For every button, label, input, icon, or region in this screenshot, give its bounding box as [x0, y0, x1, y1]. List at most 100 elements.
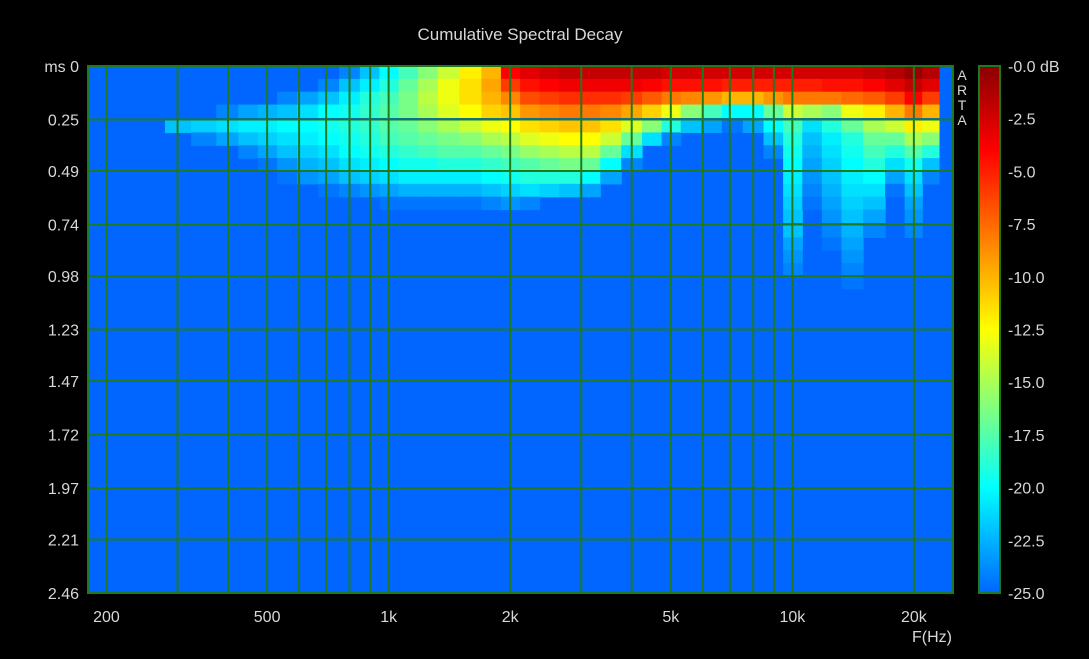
- heatmap-cell: [642, 91, 663, 106]
- heatmap-cell: [600, 132, 622, 146]
- heatmap-cell: [191, 119, 217, 134]
- heatmap-cell: [863, 170, 886, 185]
- heatmap-cell: [821, 104, 843, 119]
- heatmap-cell: [398, 183, 419, 198]
- heatmap-cell: [238, 145, 259, 159]
- heatmap-cell: [821, 66, 843, 80]
- heatmap-cell: [841, 183, 864, 198]
- heatmap-cell: [885, 132, 906, 146]
- heatmap-cell: [418, 196, 439, 211]
- heatmap-cell: [841, 170, 864, 185]
- heatmap-cell: [520, 196, 541, 211]
- heatmap-cell: [318, 104, 340, 119]
- heatmap-cell: [398, 196, 419, 211]
- heatmap-cell: [802, 196, 823, 211]
- heatmap-cell: [459, 183, 482, 198]
- colorbar-tick-label: -22.5: [1008, 533, 1045, 550]
- heatmap-cell: [579, 66, 601, 80]
- heatmap-cell: [398, 104, 419, 119]
- heatmap-cell: [863, 196, 886, 211]
- heatmap-cell: [520, 170, 541, 185]
- heatmap-cell: [559, 78, 581, 93]
- heatmap-cell: [821, 224, 843, 238]
- heatmap-cell: [579, 145, 601, 159]
- heatmap-cell: [520, 158, 541, 172]
- heatmap-cell: [841, 275, 864, 290]
- heatmap-cell: [600, 158, 622, 172]
- heatmap-cell: [437, 183, 460, 198]
- heatmap-cell: [297, 104, 319, 119]
- heatmap-cell: [238, 119, 259, 134]
- heatmap-cell: [437, 66, 460, 80]
- heatmap-cell: [579, 119, 601, 134]
- y-axis: ms 0 0.25 0.49 0.74 0.98 1.23 1.47 1.72 1.97 2.21…: [44, 59, 79, 603]
- heatmap-cell: [481, 119, 502, 134]
- heatmap-cell: [559, 91, 581, 106]
- heatmap-cell: [398, 145, 419, 159]
- x-tick-label: 5k: [662, 609, 680, 626]
- colorbar-tick-label: -17.5: [1008, 428, 1045, 445]
- y-tick-label: 1.97: [48, 481, 79, 498]
- heatmap-cell: [277, 119, 298, 134]
- heatmap-cell: [841, 209, 864, 223]
- heatmap-cell: [520, 119, 541, 134]
- heatmap-cell: [418, 104, 439, 119]
- heatmap-cell: [821, 119, 843, 134]
- heatmap-cell: [539, 170, 560, 185]
- heatmap-cell: [922, 158, 940, 172]
- heatmap-cell: [600, 104, 622, 119]
- heatmap-cell: [841, 66, 864, 80]
- heatmap-cell: [885, 91, 906, 106]
- colorbar-tick-label: -0.0 dB: [1008, 59, 1060, 76]
- heatmap-cell: [841, 132, 864, 146]
- heatmap-cell: [885, 158, 906, 172]
- heatmap-cell: [885, 170, 906, 185]
- heatmap-cell: [539, 145, 560, 159]
- heatmap-cell: [885, 78, 906, 93]
- heatmap-cell: [885, 145, 906, 159]
- x-tick-label: 20k: [901, 609, 928, 626]
- heatmap-cell: [922, 145, 940, 159]
- heatmap-cell: [841, 145, 864, 159]
- heatmap-cell: [721, 104, 744, 119]
- heatmap-cell: [559, 145, 581, 159]
- heatmap-cell: [520, 78, 541, 93]
- heatmap-cell: [863, 91, 886, 106]
- heatmap-cell: [418, 66, 439, 80]
- heatmap-cell: [539, 132, 560, 146]
- heatmap-cell: [821, 158, 843, 172]
- colorbar-tick-label: -7.5: [1008, 217, 1036, 234]
- heatmap-cell: [680, 66, 702, 80]
- heatmap-cell: [318, 132, 340, 146]
- heatmap-cell: [481, 104, 502, 119]
- heatmap-cell: [437, 196, 460, 211]
- y-tick-label: 2.21: [48, 532, 79, 549]
- heatmap-cell: [922, 119, 940, 134]
- x-axis-label: F(Hz): [912, 629, 952, 646]
- heatmap-cell: [277, 91, 298, 106]
- heatmap-cell: [680, 119, 702, 134]
- heatmap-cell: [418, 145, 439, 159]
- heatmap-cell: [437, 91, 460, 106]
- plot-frame: [87, 65, 954, 594]
- heatmap-cell: [437, 78, 460, 93]
- heatmap-cell: [821, 78, 843, 93]
- heatmap-cell: [238, 132, 259, 146]
- heatmap-cell: [802, 145, 823, 159]
- y-tick-label: 0.49: [48, 164, 79, 181]
- heatmap-cell: [863, 158, 886, 172]
- heatmap-cell: [418, 78, 439, 93]
- heatmap-cell: [520, 66, 541, 80]
- colorbar: [978, 65, 1001, 594]
- heatmap-cell: [579, 91, 601, 106]
- colorbar-tick-label: -10.0: [1008, 270, 1045, 287]
- heatmap-cell: [863, 145, 886, 159]
- y-tick-label: 0.74: [48, 218, 79, 235]
- heatmap-cell: [481, 158, 502, 172]
- y-tick-label: 0.98: [48, 269, 79, 286]
- heatmap-cell: [821, 170, 843, 185]
- heatmap-cell: [802, 91, 823, 106]
- heatmap-cell: [559, 66, 581, 80]
